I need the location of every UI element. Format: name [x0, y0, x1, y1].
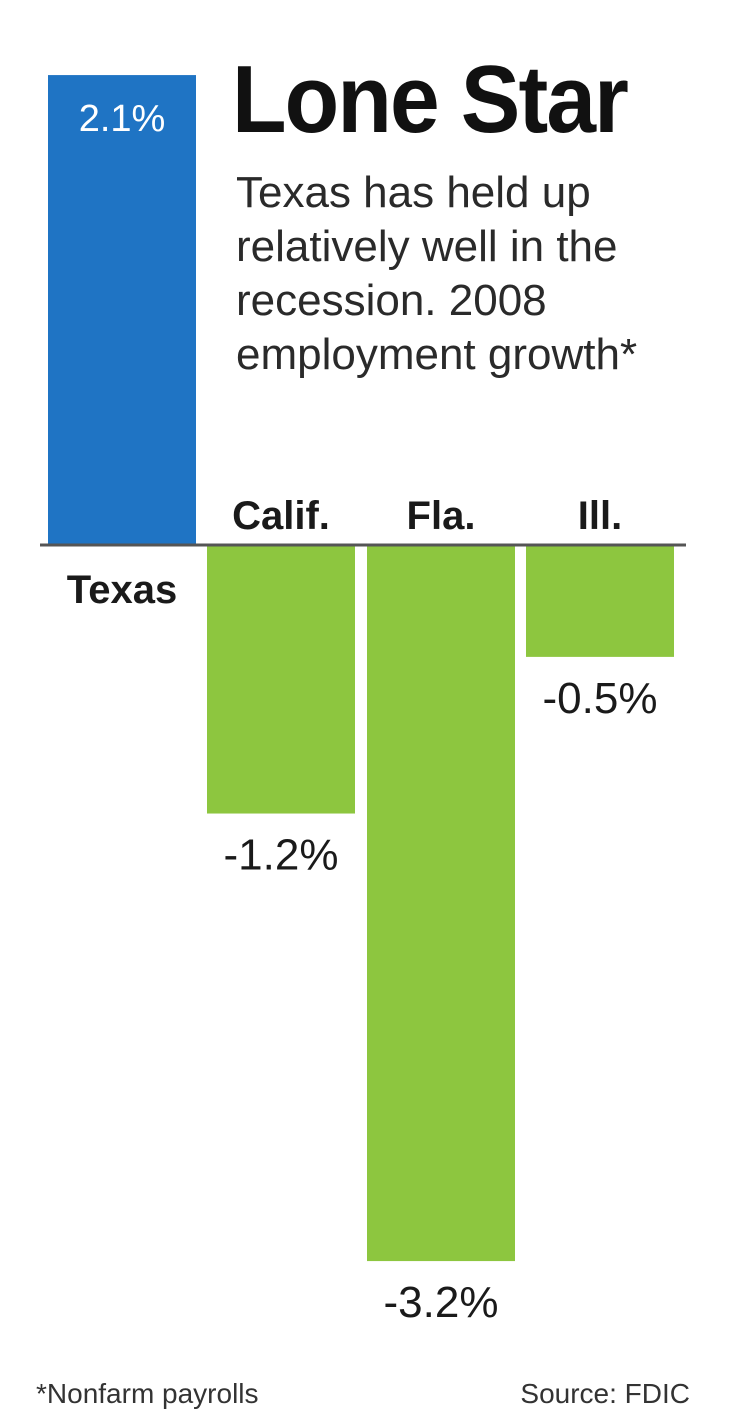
category-label-calif: Calif.: [232, 494, 330, 538]
chart-title: Lone Star: [232, 46, 629, 153]
footnote: *Nonfarm payrolls: [36, 1378, 259, 1409]
chart-subtitle: Texas has held up relatively well in the…: [236, 168, 638, 379]
value-label-calif: -1.2%: [224, 831, 339, 880]
labels-layer: Texas 2.1% Calif. -1.2% Fla. -3.2% Ill. -0.5%: [67, 98, 658, 1327]
value-label-ill: -0.5%: [543, 674, 658, 723]
bars-layer: [48, 75, 674, 1262]
bar-calif: [207, 545, 355, 814]
category-label-fla: Fla.: [407, 494, 476, 538]
bar-ill: [526, 545, 674, 657]
source-credit: Source: FDIC: [520, 1378, 690, 1409]
category-label-ill: Ill.: [578, 494, 622, 538]
value-label-fla: -3.2%: [384, 1278, 499, 1327]
bar-fla: [367, 545, 515, 1262]
category-label-texas: Texas: [67, 568, 177, 612]
value-label-texas: 2.1%: [79, 98, 166, 140]
bar-texas: [48, 75, 196, 545]
